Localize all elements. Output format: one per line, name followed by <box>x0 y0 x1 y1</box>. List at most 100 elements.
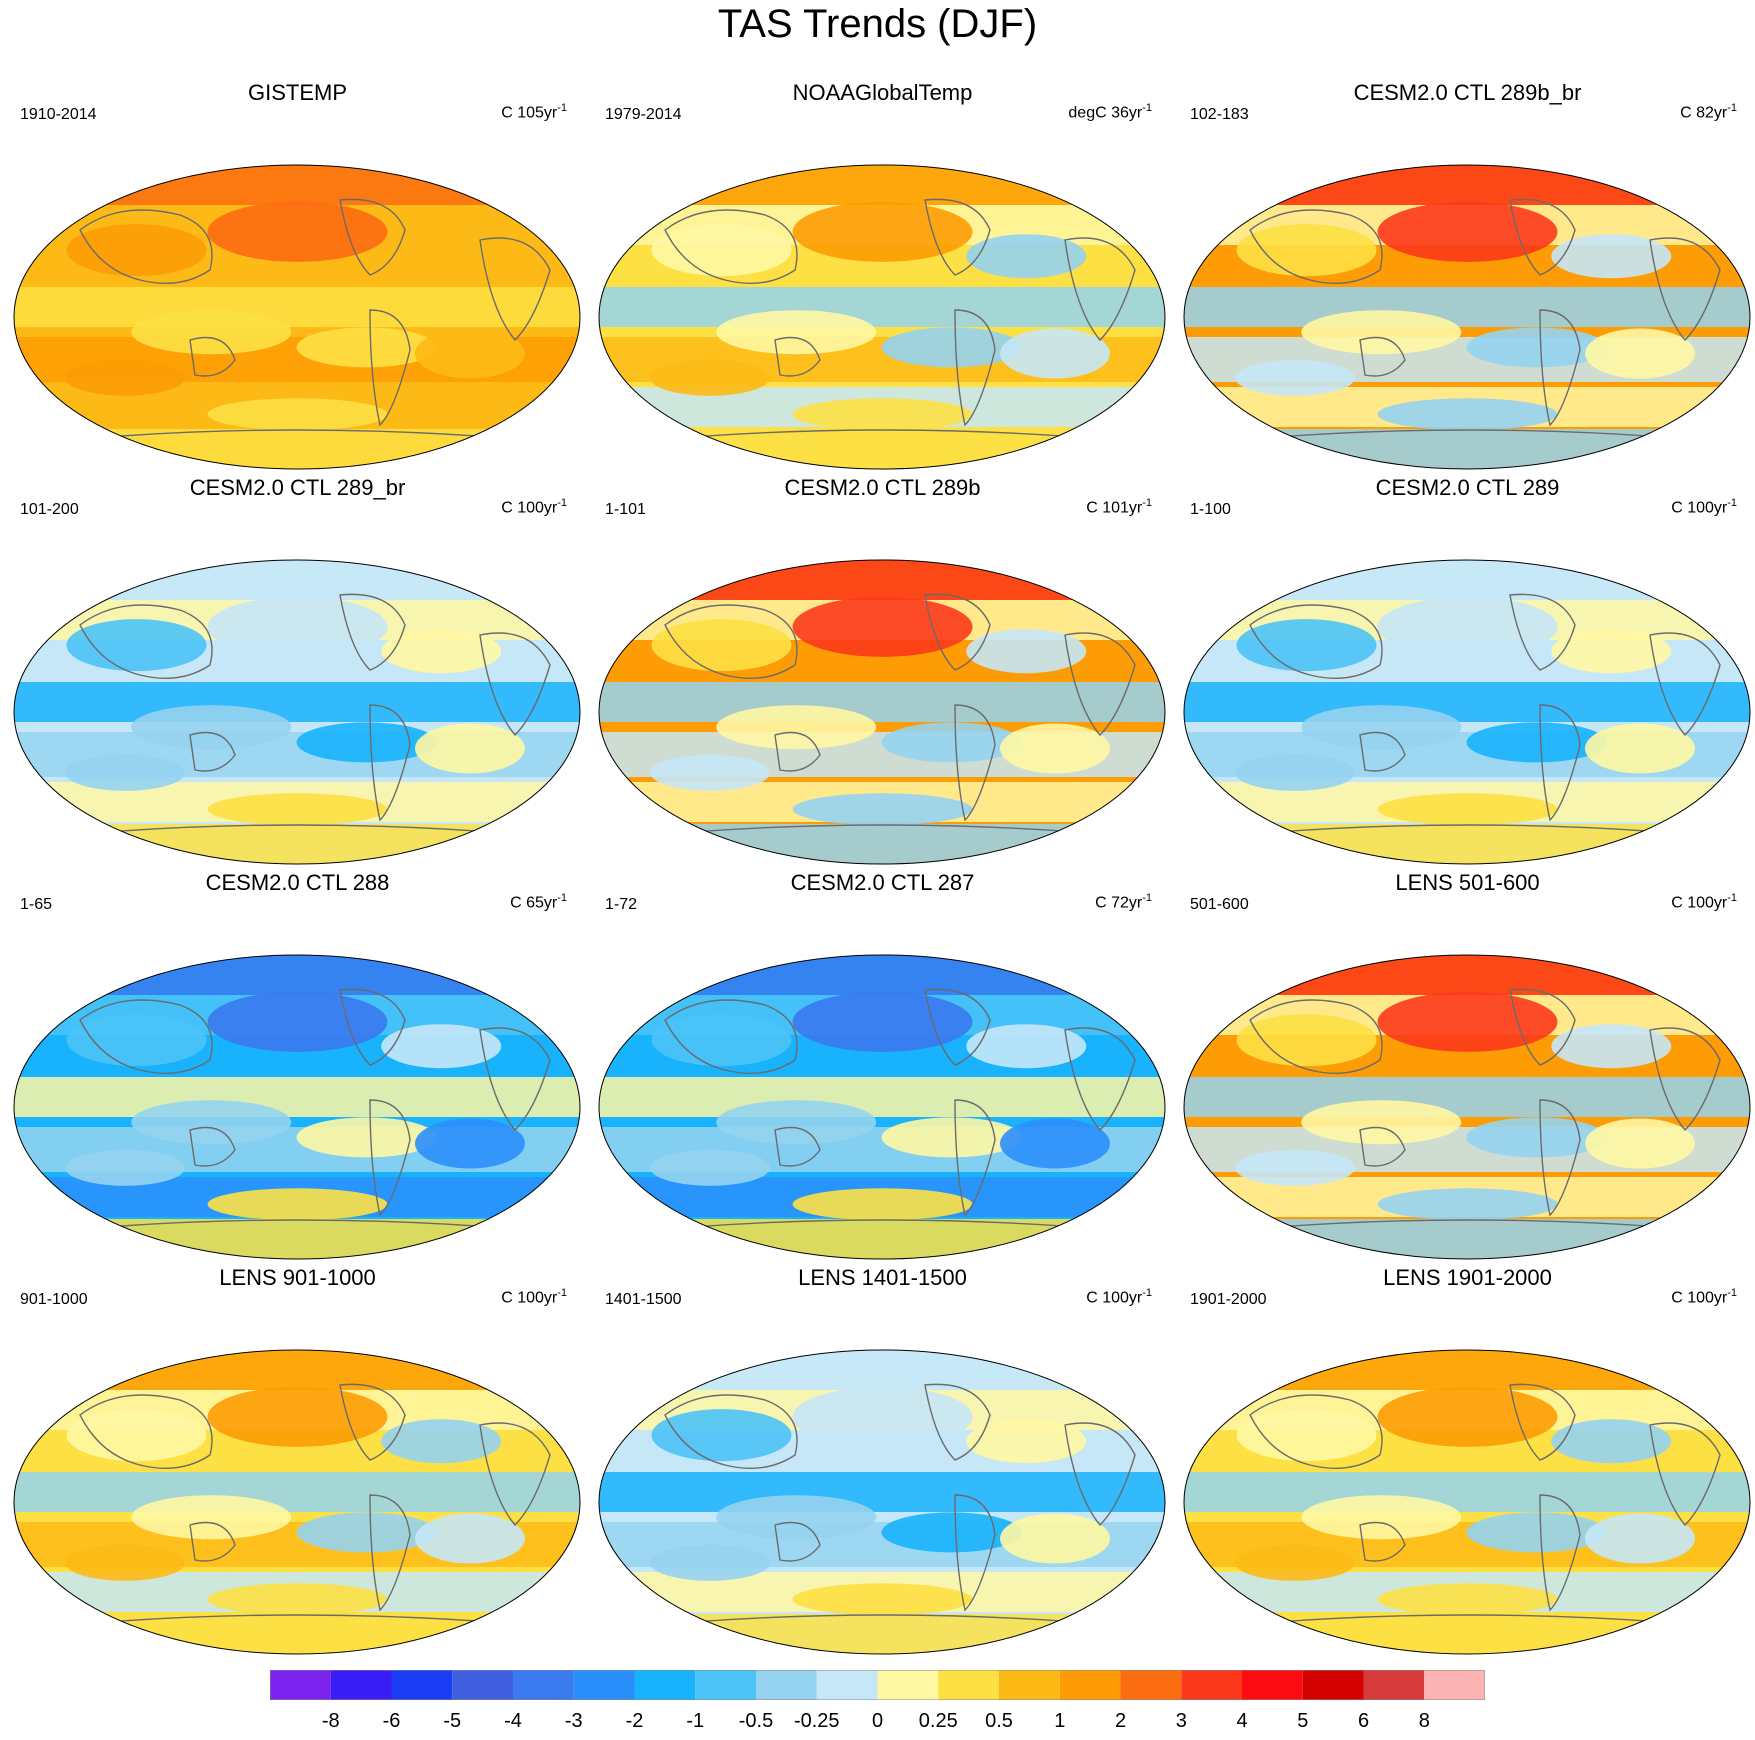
coastline <box>339 1383 406 1461</box>
map-panel: CESM2.0 CTL 289 1-100 C 100yr-1 <box>1180 475 1755 867</box>
map-anomaly-region <box>415 328 525 379</box>
panel-period: 901-1000 <box>20 1291 88 1308</box>
map-panel: CESM2.0 CTL 289_br 101-200 C 100yr-1 <box>10 475 585 867</box>
map-band <box>1184 1472 1750 1512</box>
map-band <box>1184 287 1750 327</box>
map-anomaly-region <box>381 1024 502 1069</box>
map-anomaly-region <box>207 201 388 262</box>
map-anomaly-region <box>651 619 792 672</box>
map-band <box>14 287 580 327</box>
map-band <box>14 1350 580 1390</box>
map-panel: CESM2.0 CTL 289b 1-101 C 101yr-1 <box>595 475 1170 867</box>
map-border <box>598 954 1166 1260</box>
coastline <box>189 336 236 377</box>
map-anomaly-region <box>207 398 388 431</box>
map-band <box>14 1472 580 1512</box>
map-anomaly-region <box>966 629 1087 674</box>
map-anomaly-region <box>1551 629 1672 674</box>
coastline <box>1239 824 1701 836</box>
coastline <box>954 309 996 427</box>
map-anomaly-region <box>1551 234 1672 279</box>
colorbar-swatch <box>573 1670 635 1700</box>
map-anomaly-region <box>651 224 792 277</box>
map-panel: NOAAGlobalTemp 1979-2014 degC 36yr-1 <box>595 80 1170 472</box>
coastline <box>1649 237 1721 342</box>
map-anomaly-region <box>966 234 1087 279</box>
colorbar-tick-label: -2 <box>625 1710 644 1732</box>
map-band <box>14 824 580 864</box>
panel-units: C 72yr-1 <box>1095 892 1152 912</box>
map-band <box>14 165 580 205</box>
map-band <box>1184 429 1750 469</box>
panel-title: LENS 501-600 <box>1395 870 1540 895</box>
map-anomaly-region <box>207 596 388 657</box>
map-band <box>599 824 1165 864</box>
colorbar-tick-label: 5 <box>1297 1710 1309 1732</box>
map-anomaly-region <box>131 1100 292 1145</box>
colorbar-tick-label: -0.25 <box>793 1710 840 1732</box>
panel-units: degC 36yr-1 <box>1068 102 1152 122</box>
coastline <box>654 429 1116 441</box>
colorbar-tick-label: 0.25 <box>918 1710 958 1732</box>
coastline <box>1359 1126 1406 1167</box>
panel-period: 1901-2000 <box>1190 1291 1267 1308</box>
colorbar-tick-label: -3 <box>564 1710 583 1732</box>
coastline <box>69 429 531 441</box>
panel-title: LENS 1901-2000 <box>1383 1265 1552 1290</box>
map-anomaly-region <box>65 1149 185 1186</box>
coastline <box>1239 1614 1701 1626</box>
map-anomaly-region <box>66 224 207 277</box>
colorbar-swatch <box>1181 1670 1242 1700</box>
map-anomaly-region <box>381 629 502 674</box>
coastline <box>1239 1219 1701 1231</box>
map-anomaly-region <box>792 596 973 657</box>
map-panel: LENS 1901-2000 1901-2000 C 100yr-1 <box>1180 1265 1755 1657</box>
map-border <box>598 1349 1166 1655</box>
map-band <box>599 682 1165 722</box>
map-border <box>598 559 1166 865</box>
coastline <box>479 1027 551 1132</box>
map-band <box>1184 1350 1750 1390</box>
map-svg <box>598 954 1166 1260</box>
coastline <box>79 604 213 680</box>
map-anomaly-region <box>966 1024 1087 1069</box>
panel-period: 1-72 <box>605 896 638 913</box>
coastline <box>369 704 411 822</box>
panel-period: 102-183 <box>1190 106 1249 123</box>
panel-units: C 100yr-1 <box>501 497 567 517</box>
coastline <box>1249 1394 1383 1470</box>
panel-units: C 100yr-1 <box>1086 1287 1152 1307</box>
coastline <box>479 237 551 342</box>
colorbar <box>270 1670 1485 1700</box>
coastline <box>924 593 991 671</box>
map-band <box>599 1077 1165 1117</box>
map-band <box>599 1219 1165 1259</box>
coastline <box>479 1422 551 1527</box>
coastline <box>924 198 991 276</box>
colorbar-outline <box>270 1670 1485 1700</box>
colorbar-tick-label: 1 <box>1054 1710 1066 1732</box>
panel-title: GISTEMP <box>247 80 347 105</box>
coastline <box>1509 1383 1576 1461</box>
map-svg <box>13 954 581 1260</box>
coastline <box>1064 237 1136 342</box>
coastline <box>79 1394 213 1470</box>
map-anomaly-region <box>1377 991 1558 1052</box>
map-band <box>1184 560 1750 600</box>
map-anomaly-region <box>207 793 388 826</box>
map-panel: CESM2.0 CTL 287 1-72 C 72yr-1 <box>595 870 1170 1262</box>
map-band <box>599 1472 1165 1512</box>
coastline <box>189 1126 236 1167</box>
map-anomaly-region <box>792 398 973 431</box>
coastline <box>1509 988 1576 1066</box>
map-band <box>599 1350 1165 1390</box>
map-anomaly-region <box>296 722 437 763</box>
map-anomaly-region <box>1377 1583 1558 1616</box>
map-anomaly-region <box>881 722 1022 763</box>
colorbar-swatch <box>513 1670 574 1700</box>
map-anomaly-region <box>1236 619 1377 672</box>
coastline <box>954 704 996 822</box>
map-anomaly-region <box>1585 1118 1695 1169</box>
map-anomaly-region <box>792 1188 973 1221</box>
map-anomaly-region <box>650 754 770 791</box>
